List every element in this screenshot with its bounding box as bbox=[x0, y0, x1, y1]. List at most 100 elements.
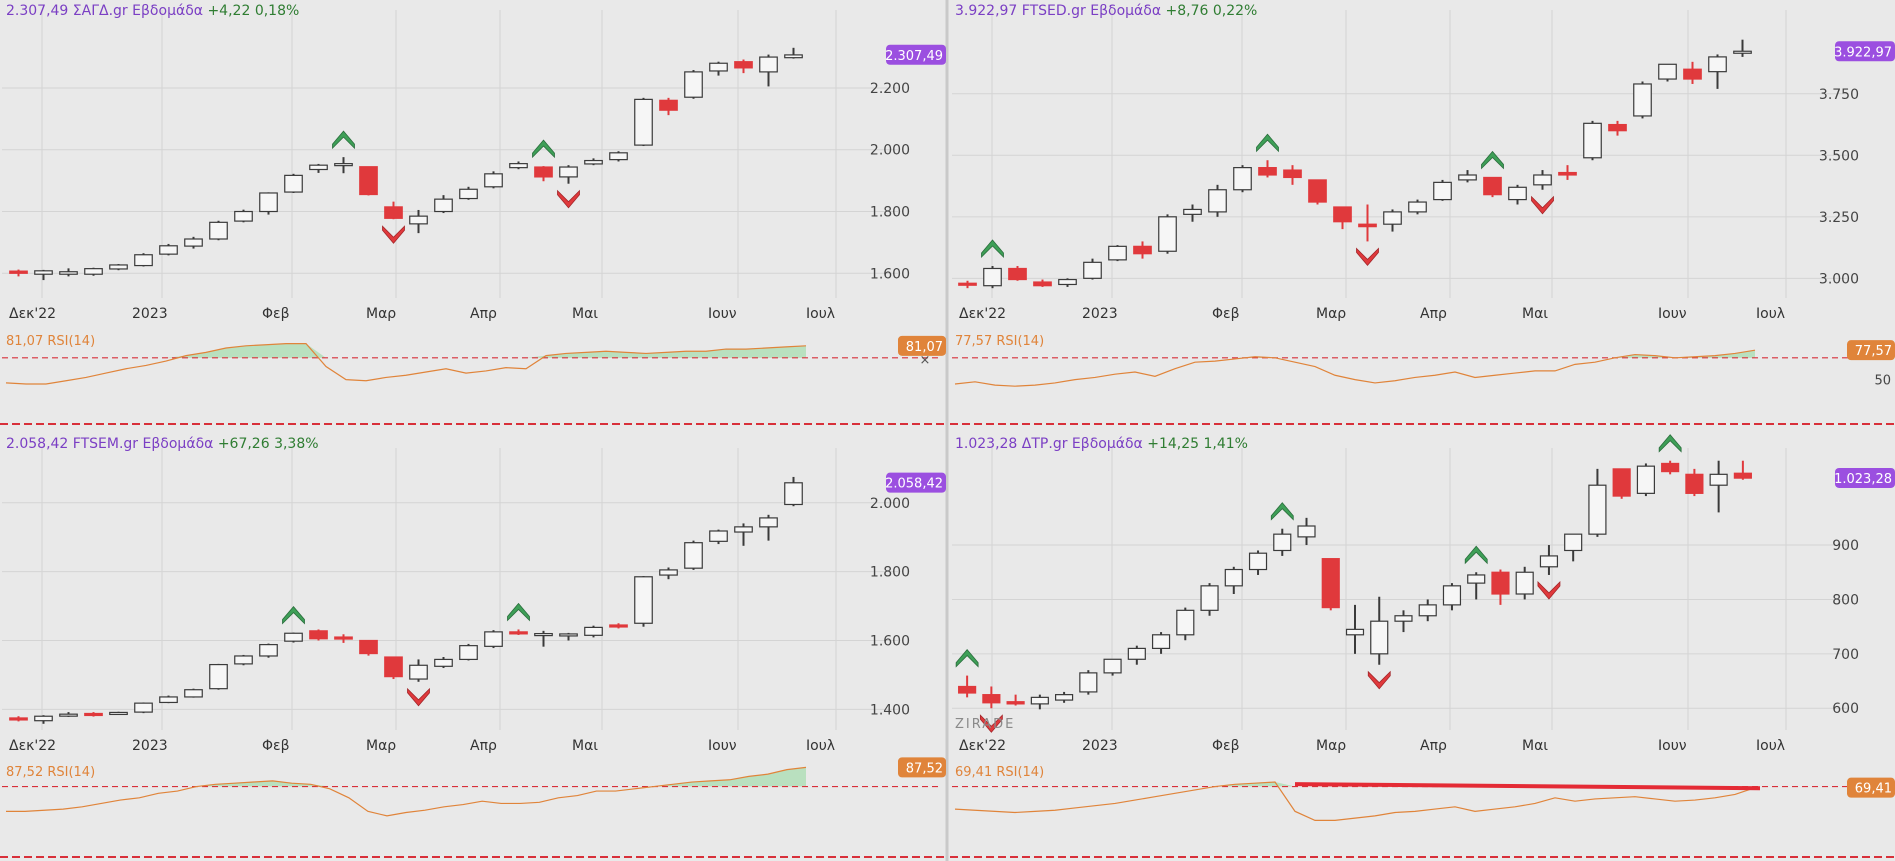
candle-body bbox=[1564, 533, 1583, 552]
candle-body bbox=[509, 163, 528, 169]
y-tick-label: 1.600 bbox=[870, 266, 910, 282]
candle-body bbox=[684, 542, 703, 569]
candle-body bbox=[1483, 176, 1502, 196]
signal-down-icon bbox=[1367, 670, 1391, 690]
x-tick-label: Μαρ bbox=[1316, 306, 1346, 322]
signal-up-icon bbox=[955, 648, 979, 668]
signal-down-icon bbox=[1531, 195, 1554, 215]
candle-body bbox=[1709, 473, 1728, 486]
x-tick-label: Ιουν bbox=[708, 738, 737, 754]
candle-body bbox=[34, 270, 53, 275]
y-tick-label: 1.400 bbox=[870, 702, 910, 718]
candle-body bbox=[784, 54, 803, 59]
candle-body bbox=[1539, 555, 1559, 568]
x-tick-label: 2023 bbox=[132, 306, 168, 322]
candle-body bbox=[1733, 472, 1752, 479]
candle-body bbox=[659, 569, 678, 576]
signal-down-icon bbox=[557, 189, 580, 209]
header-period: Εβδομάδα bbox=[1071, 436, 1143, 452]
price-badge bbox=[886, 472, 946, 493]
candle-body bbox=[1333, 206, 1352, 223]
signal-down-icon bbox=[382, 225, 405, 244]
candle-body bbox=[1370, 620, 1389, 655]
candle-body bbox=[309, 164, 328, 171]
y-tick-label: 700 bbox=[1832, 647, 1859, 663]
header-dtr: 1.023,28 ΔΤΡ.gr Εβδομάδα +14,25 1,41% bbox=[955, 436, 1248, 452]
candle-body bbox=[1133, 245, 1152, 255]
candle-body bbox=[1658, 63, 1677, 80]
x-tick-label: Φεβ bbox=[262, 306, 290, 322]
candle-body bbox=[1345, 628, 1365, 636]
candle-body bbox=[509, 631, 528, 635]
y-tick-label: 800 bbox=[1832, 592, 1859, 608]
candle-body bbox=[9, 270, 28, 274]
price-badge-label: 1.023,28 bbox=[1834, 472, 1892, 487]
candle-body bbox=[259, 192, 278, 213]
header-period: Εβδομάδα bbox=[132, 3, 203, 19]
x-tick-label: Δεκ'22 bbox=[959, 738, 1006, 754]
header-change: +4,22 bbox=[207, 3, 251, 19]
candle-body bbox=[1008, 267, 1027, 281]
y-tick-label: 3.500 bbox=[1819, 148, 1859, 164]
candle-body bbox=[184, 238, 203, 247]
candle-body bbox=[1608, 123, 1627, 132]
rsi-line bbox=[5, 343, 807, 385]
candle-body bbox=[384, 206, 403, 219]
x-tick-label: 2023 bbox=[1082, 306, 1118, 322]
x-tick-label: Φεβ bbox=[1212, 738, 1240, 754]
signal-down-icon bbox=[979, 714, 1003, 733]
x-tick-label: Ιουλ bbox=[1756, 738, 1785, 754]
x-tick-label: Απρ bbox=[1420, 306, 1447, 322]
candle-body bbox=[1308, 179, 1327, 203]
candle-body bbox=[1103, 658, 1122, 674]
x-tick-label: Μαι bbox=[1522, 306, 1548, 322]
candle-body bbox=[409, 215, 428, 225]
header-change: +14,25 bbox=[1147, 436, 1200, 452]
candle-body bbox=[559, 166, 578, 178]
candle-body bbox=[1224, 568, 1243, 587]
header-pct: 0,22% bbox=[1212, 3, 1258, 19]
price-badge bbox=[886, 44, 946, 65]
candle-body bbox=[1208, 189, 1227, 213]
candle-body bbox=[559, 633, 578, 637]
candle-body bbox=[634, 576, 653, 624]
rsi-badge bbox=[898, 757, 946, 778]
header-symbol: FTSEM.gr bbox=[72, 436, 139, 452]
candle-body bbox=[359, 639, 378, 655]
candle-body bbox=[1283, 169, 1302, 179]
candle-body bbox=[1533, 174, 1552, 186]
y-tick-label: 2.000 bbox=[870, 143, 910, 159]
candle-body bbox=[459, 645, 478, 661]
signal-up-icon bbox=[332, 130, 355, 150]
rsi-overbought-fill bbox=[6, 767, 806, 787]
header-symbol: ΣΑΓΔ.gr bbox=[72, 3, 128, 19]
x-tick-label: Μαι bbox=[572, 738, 598, 754]
candle-body bbox=[459, 188, 478, 200]
chart-panel-1: 3.000 3.250 3.500 3.750 Δεκ'22 2023 Φεβ Μαρ Απρ Μ… bbox=[950, 10, 1895, 425]
candle-body bbox=[709, 62, 728, 72]
y-tick-label: 3.250 bbox=[1819, 210, 1859, 226]
header-period: Εβδομάδα bbox=[1090, 3, 1162, 19]
rsi-badge-label: 69,41 bbox=[1855, 782, 1892, 797]
candle-body bbox=[1176, 609, 1195, 636]
header-value: 1.023,28 bbox=[955, 436, 1018, 452]
candle-body bbox=[609, 624, 628, 628]
x-tick-label: Μαρ bbox=[1316, 738, 1346, 754]
header-symbol: FTSED.gr bbox=[1021, 3, 1086, 19]
y-tick-label: 2.000 bbox=[870, 496, 910, 512]
rsi-label: 87,52 RSI(14) bbox=[6, 765, 96, 780]
rsi-badge-label: 81,07 bbox=[906, 340, 943, 355]
rsi-badge bbox=[898, 335, 946, 356]
candle-body bbox=[1515, 571, 1534, 595]
signal-up-icon bbox=[981, 239, 1004, 258]
rsi-label: 77,57 RSI(14) bbox=[955, 334, 1045, 349]
candle-body bbox=[334, 636, 353, 640]
candle-body bbox=[1258, 167, 1277, 176]
rsi-line bbox=[954, 781, 1756, 821]
candle-body bbox=[159, 696, 178, 704]
signal-up-icon bbox=[1270, 502, 1294, 521]
candle-body bbox=[584, 626, 603, 636]
y-tick-label: 2.200 bbox=[870, 81, 910, 97]
